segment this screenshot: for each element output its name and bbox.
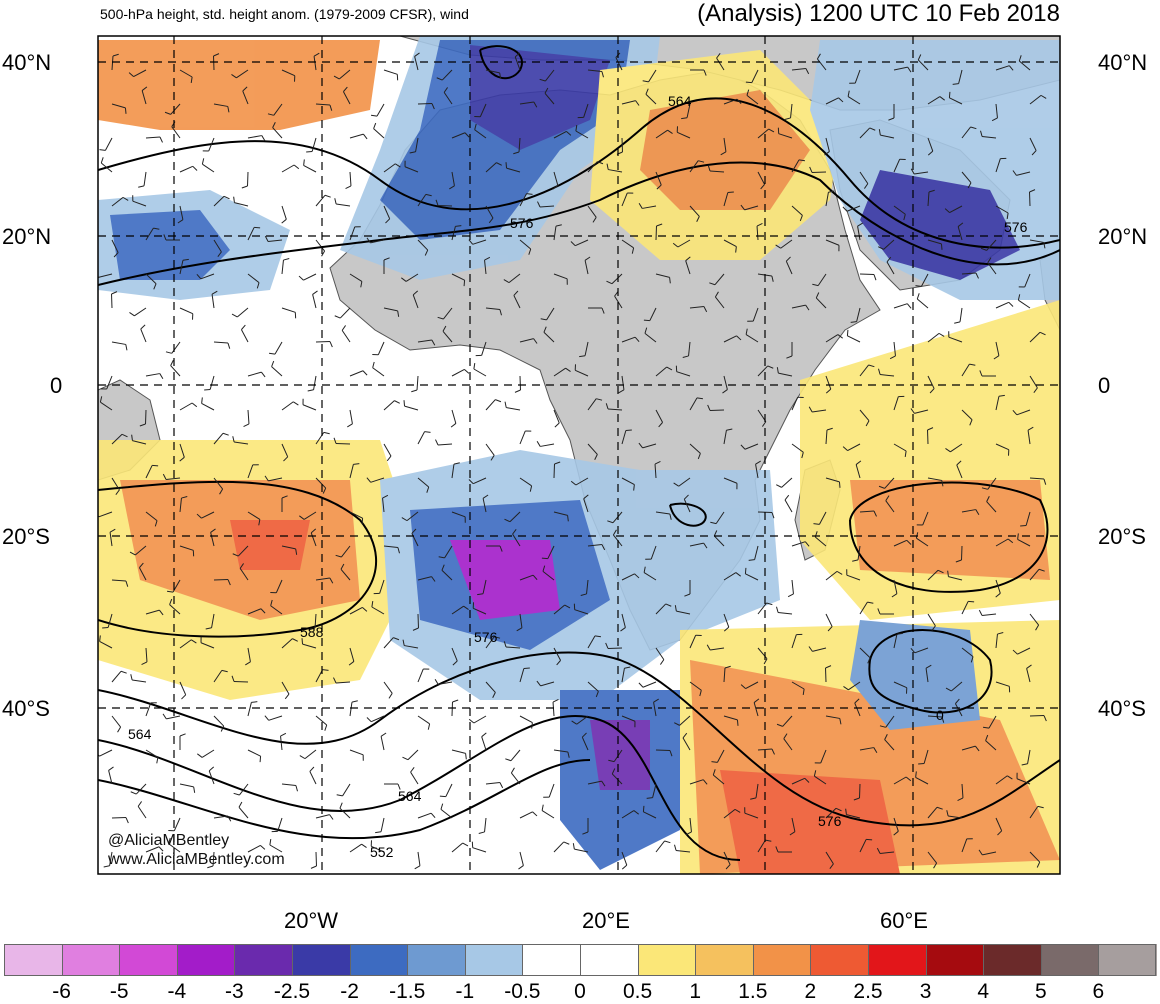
wind-barb-flag xyxy=(527,194,533,195)
colorbar-label: -1 xyxy=(455,980,474,1004)
contour-label: 552 xyxy=(370,844,394,860)
wind-barb-flag xyxy=(626,430,632,431)
colorbar-label: 1.5 xyxy=(738,980,767,1004)
wind-barb-flag xyxy=(941,244,942,250)
contour-label: 588 xyxy=(300,624,324,640)
wind-barb-flag xyxy=(634,485,635,491)
wind-barb-flag xyxy=(304,159,305,165)
colorbar-label: 4 xyxy=(977,980,989,1004)
lat-label-right: 20°N xyxy=(1098,224,1147,250)
wind-barb-flag xyxy=(524,668,530,669)
colorbar-label: 3 xyxy=(920,980,932,1004)
lat-label-right: 40°N xyxy=(1098,50,1147,76)
lon-label: 20°E xyxy=(582,908,630,934)
wind-barb-flag xyxy=(1020,525,1026,526)
wind-barb-flag xyxy=(125,108,126,114)
wind-barb-flag xyxy=(102,627,108,628)
colorbar-label: -4 xyxy=(167,980,186,1004)
wind-barb-flag xyxy=(100,635,101,641)
contour-label: 564 xyxy=(128,726,152,742)
colorbar-label: 1 xyxy=(689,980,701,1004)
colorbar-label: 0.5 xyxy=(623,980,652,1004)
lat-label-left: 20°S xyxy=(2,524,50,550)
colorbar-label: 0 xyxy=(574,980,586,1004)
colorbar-label: 5 xyxy=(1035,980,1047,1004)
colorbar-label: -1.5 xyxy=(389,980,425,1004)
wind-barb-flag xyxy=(915,286,921,287)
lat-label-right: 40°S xyxy=(1098,696,1146,722)
contour-label: 576 xyxy=(1004,219,1028,235)
colorbar-label: 6 xyxy=(1093,980,1105,1004)
colorbar-label: -0.5 xyxy=(504,980,540,1004)
colorbar-label: -3 xyxy=(225,980,244,1004)
credit-handle: @AliciaMBentley xyxy=(108,832,229,850)
wind-barb-flag xyxy=(506,162,507,168)
contour-label: 564 xyxy=(668,93,692,109)
lat-label-left: 40°N xyxy=(2,50,51,76)
wind-barb-flag xyxy=(425,432,431,433)
colorbar-label: 2 xyxy=(805,980,817,1004)
wind-barb-flag xyxy=(99,150,105,151)
wind-barb-flag xyxy=(736,247,737,253)
wind-barb-flag xyxy=(204,389,210,390)
wind-barb-flag xyxy=(532,723,533,729)
lat-label-left: 20°N xyxy=(2,224,51,250)
lon-label: 20°W xyxy=(284,908,338,934)
wind-barb-flag xyxy=(813,524,819,525)
wind-barb-flag xyxy=(711,762,717,763)
positive-anomaly-south-atlantic-center xyxy=(230,520,310,570)
colorbar-label: -2.5 xyxy=(274,980,310,1004)
colorbar-outline xyxy=(4,944,1156,976)
wind-barb-flag xyxy=(916,771,917,777)
lat-label-left: 0 xyxy=(50,373,62,399)
wind-barb-flag xyxy=(323,670,329,671)
contour-label: 576 xyxy=(474,629,498,645)
wind-barb-flag xyxy=(306,151,312,152)
wind-barb-flag xyxy=(202,397,203,403)
wind-barb-flag xyxy=(839,482,840,488)
positive-anomaly-northwest xyxy=(98,40,380,130)
lon-label: 60°E xyxy=(880,908,928,934)
contour-label: 0 xyxy=(936,707,944,723)
colorbar-label: 2.5 xyxy=(853,980,882,1004)
wind-barb-flag xyxy=(737,720,738,726)
analysis-map: 564 576 576 576 588 564 564 552 576 0 xyxy=(0,0,1160,940)
wind-barb-flag xyxy=(918,763,924,764)
colorbar-label: -5 xyxy=(110,980,129,1004)
lat-label-right: 20°S xyxy=(1098,524,1146,550)
contour-label: 576 xyxy=(510,215,534,231)
lat-label-left: 40°S xyxy=(2,696,50,722)
lat-label-right: 0 xyxy=(1098,373,1110,399)
negative-anomaly-southern-ocean-core xyxy=(590,720,650,790)
colorbar-label: -6 xyxy=(52,980,71,1004)
contour-label: 564 xyxy=(398,788,422,804)
positive-anomaly-east-indian-core xyxy=(850,480,1050,580)
colorbar-label: -2 xyxy=(340,980,359,1004)
wind-barb-flag xyxy=(1018,533,1019,539)
wind-barb-flag xyxy=(404,400,405,406)
contour-label: 576 xyxy=(818,813,842,829)
wind-barb-flag xyxy=(728,192,734,193)
credit-site: www.AliciaMBentley.com xyxy=(108,851,285,869)
